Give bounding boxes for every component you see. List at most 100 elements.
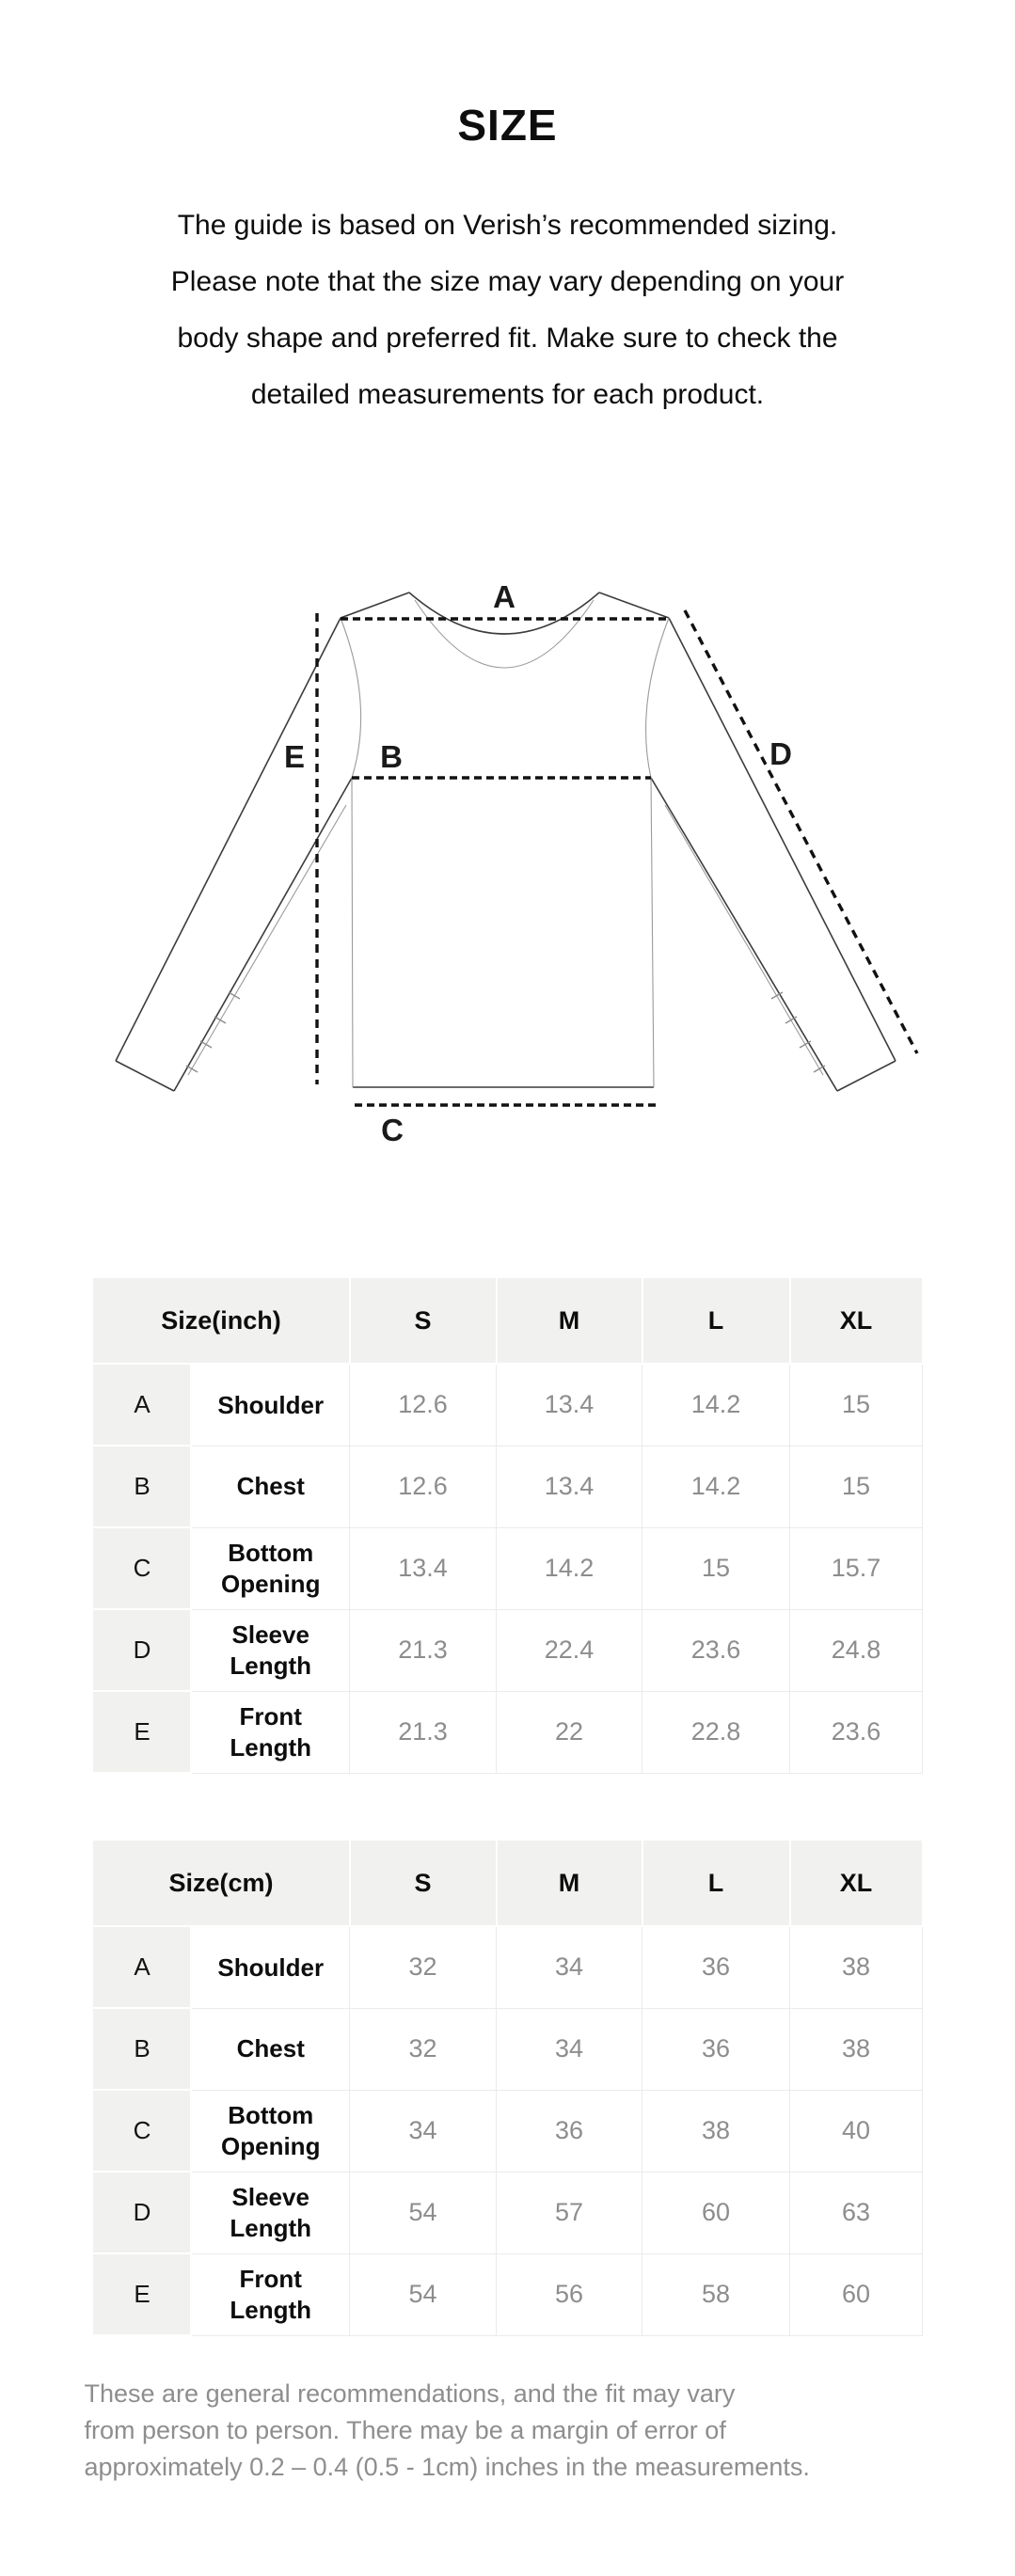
diagram-label-bottom-opening: C	[381, 1113, 404, 1147]
measurement-value-cell: 34	[349, 2089, 497, 2173]
row-key-cell: D	[91, 1608, 193, 1692]
measurement-value-cell: 57	[496, 2171, 642, 2254]
row-key-cell: A	[91, 1363, 193, 1446]
measurement-value-cell: 15	[642, 1526, 790, 1610]
column-header-l: L	[641, 1839, 791, 1927]
column-header-s: S	[348, 1839, 498, 1927]
table-row: E Front Length 21.3 22 22.8 23.6	[91, 1690, 923, 1774]
measurement-value-cell: 32	[349, 2007, 497, 2091]
row-key-cell: D	[91, 2171, 193, 2254]
measurement-name-cell: Front Length	[190, 1690, 351, 1774]
row-key-cell: B	[91, 2007, 193, 2091]
measurement-value-cell: 14.2	[642, 1445, 790, 1528]
measurement-value-cell: 38	[789, 1925, 923, 2009]
column-header-xl: XL	[788, 1839, 924, 1927]
shirt-measurement-diagram: A B C D E	[94, 527, 922, 1147]
shirt-outline-drawing: A B C D E	[114, 579, 919, 1147]
measurement-value-cell: 54	[349, 2252, 497, 2336]
sleeve-length-measure-line	[682, 609, 919, 1054]
measurement-value-cell: 12.6	[349, 1445, 497, 1528]
measurement-name-cell: Bottom Opening	[190, 1526, 351, 1610]
table-header-row: Size(cm) S M L XL	[91, 1839, 924, 1927]
measurement-value-cell: 40	[789, 2089, 923, 2173]
measurement-value-cell: 12.6	[349, 1363, 497, 1446]
measurement-value-cell: 34	[496, 1925, 642, 2009]
measurement-value-cell: 21.3	[349, 1608, 497, 1692]
measurement-name-cell: Shoulder	[190, 1925, 351, 2009]
column-header-xl: XL	[788, 1276, 924, 1365]
column-header-m: M	[495, 1276, 643, 1365]
measurement-value-cell: 63	[789, 2171, 923, 2254]
measurement-value-cell: 21.3	[349, 1690, 497, 1774]
measurement-value-cell: 58	[642, 2252, 790, 2336]
table-row: A Shoulder 32 34 36 38	[91, 1925, 923, 2009]
size-table-cm: Size(cm) S M L XL A Shoulder 32 34 36 38 B Ches…	[91, 1839, 924, 2336]
measurement-value-cell: 36	[642, 2007, 790, 2091]
measurement-value-cell: 23.6	[789, 1690, 923, 1774]
size-table-inch: Size(inch) S M L XL A Shoulder 12.6 13.4 14.…	[91, 1276, 924, 1774]
footnote: These are general recommendations, and t…	[85, 2376, 931, 2486]
footnote-line: from person to person. There may be a ma…	[84, 2416, 726, 2444]
table-row: A Shoulder 12.6 13.4 14.2 15	[91, 1363, 923, 1446]
measurement-value-cell: 60	[789, 2252, 923, 2336]
measurement-name-cell: Shoulder	[190, 1363, 351, 1446]
measurement-value-cell: 15	[789, 1363, 923, 1446]
measurement-value-cell: 32	[349, 1925, 497, 2009]
column-header-m: M	[495, 1839, 643, 1927]
table-row: B Chest 32 34 36 38	[91, 2007, 923, 2091]
diagram-label-front-length: E	[283, 739, 304, 774]
shirt-body-outline	[114, 592, 896, 1092]
size-unit-header: Size(inch)	[91, 1276, 351, 1365]
intro-line: body shape and preferred fit. Make sure …	[177, 323, 838, 354]
row-key-cell: C	[91, 2089, 193, 2173]
page-title: SIZE	[457, 101, 558, 150]
measurement-value-cell: 13.4	[349, 1526, 497, 1610]
row-key-cell: E	[91, 2252, 193, 2336]
measurement-value-cell: 13.4	[496, 1363, 642, 1446]
measurement-name-cell: Front Length	[190, 2252, 351, 2336]
measurement-value-cell: 23.6	[642, 1608, 790, 1692]
table-row: C Bottom Opening 13.4 14.2 15 15.7	[91, 1526, 923, 1610]
cuff-stitch-marks	[185, 991, 825, 1073]
column-header-l: L	[641, 1276, 791, 1365]
measurement-lines	[314, 609, 919, 1107]
measurement-name-cell: Chest	[190, 2007, 351, 2091]
intro-line: Please note that the size may vary depen…	[170, 266, 845, 297]
measurement-value-cell: 13.4	[496, 1445, 642, 1528]
measurement-value-cell: 36	[642, 1925, 790, 2009]
table-row: C Bottom Opening 34 36 38 40	[91, 2089, 923, 2173]
intro-paragraph: The guide is based on Verish’s recommend…	[0, 198, 1015, 423]
intro-line: The guide is based on Verish’s recommend…	[177, 210, 838, 241]
diagram-label-sleeve-length: D	[769, 736, 792, 771]
measurement-value-cell: 60	[642, 2171, 790, 2254]
row-key-cell: A	[91, 1925, 193, 2009]
measurement-value-cell: 15	[789, 1445, 923, 1528]
measurement-name-cell: Chest	[190, 1445, 351, 1528]
measurement-value-cell: 22.8	[642, 1690, 790, 1774]
measurement-name-cell: Sleeve Length	[190, 1608, 351, 1692]
measurement-value-cell: 22	[496, 1690, 642, 1774]
table-row: D Sleeve Length 54 57 60 63	[91, 2171, 923, 2254]
measurement-name-cell: Sleeve Length	[190, 2171, 351, 2254]
measurement-value-cell: 22.4	[496, 1608, 642, 1692]
intro-line: detailed measurements for each product.	[250, 379, 765, 410]
table-row: D Sleeve Length 21.3 22.4 23.6 24.8	[91, 1608, 923, 1692]
size-unit-header: Size(cm)	[91, 1839, 351, 1927]
measurement-value-cell: 36	[496, 2089, 642, 2173]
measurement-name-cell: Bottom Opening	[190, 2089, 351, 2173]
measurement-value-cell: 56	[496, 2252, 642, 2336]
measurement-value-cell: 14.2	[642, 1363, 790, 1446]
measurement-value-cell: 24.8	[789, 1608, 923, 1692]
row-key-cell: B	[91, 1445, 193, 1528]
shirt-seam-lines	[187, 599, 823, 1088]
row-key-cell: C	[91, 1526, 193, 1610]
diagram-label-shoulder: A	[493, 579, 515, 614]
measurement-value-cell: 54	[349, 2171, 497, 2254]
table-row: E Front Length 54 56 58 60	[91, 2252, 923, 2336]
footnote-line: approximately 0.2 – 0.4 (0.5 - 1cm) inch…	[84, 2453, 810, 2481]
footnote-line: These are general recommendations, and t…	[84, 2379, 736, 2408]
column-header-s: S	[348, 1276, 498, 1365]
measurement-value-cell: 14.2	[496, 1526, 642, 1610]
measurement-value-cell: 34	[496, 2007, 642, 2091]
table-row: B Chest 12.6 13.4 14.2 15	[91, 1445, 923, 1528]
